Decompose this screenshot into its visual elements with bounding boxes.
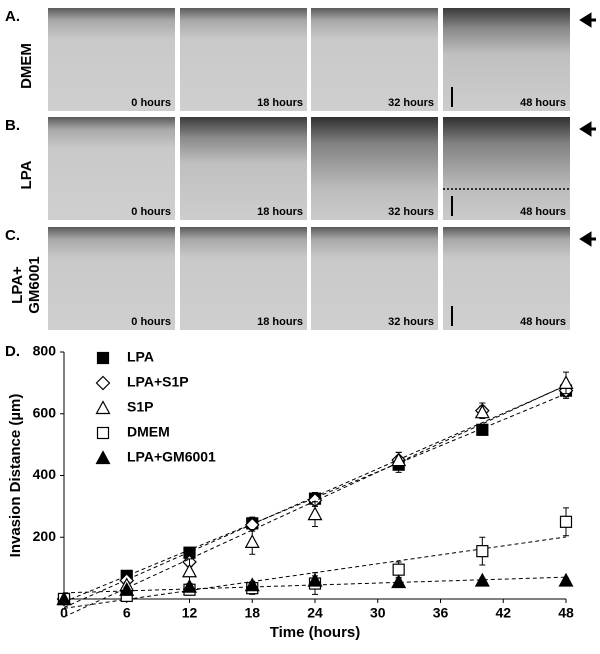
x-tick-label: 0	[60, 605, 68, 621]
micrograph	[311, 227, 438, 330]
marker	[307, 506, 323, 521]
time-label: 18 hours	[257, 97, 303, 109]
time-label: 32 hours	[388, 97, 434, 109]
x-tick-label: 18	[244, 605, 260, 621]
x-axis-title: Time (hours)	[270, 624, 361, 641]
marker	[244, 577, 260, 592]
trend-line	[63, 384, 567, 618]
time-label: 32 hours	[388, 206, 434, 218]
marker	[391, 452, 407, 467]
marker	[474, 404, 490, 419]
marker	[392, 563, 405, 576]
legend-label: S1P	[127, 399, 153, 415]
y-tick-label: 400	[33, 466, 57, 482]
marker	[391, 574, 407, 589]
condition-label: GM6001	[26, 256, 43, 314]
condition-label: LPA+	[9, 266, 26, 304]
legend-label: DMEM	[127, 424, 170, 440]
y-tick-label: 600	[33, 404, 57, 420]
micrograph	[311, 117, 438, 220]
legend-marker	[95, 375, 111, 391]
time-label: 32 hours	[388, 316, 434, 328]
micrograph	[180, 117, 307, 220]
micrograph	[48, 227, 175, 330]
marker	[56, 591, 72, 606]
marker	[307, 572, 323, 587]
marker	[476, 545, 489, 558]
micrograph	[443, 8, 570, 111]
arrow	[579, 121, 596, 137]
marker	[181, 578, 198, 593]
time-label: 48 hours	[520, 97, 566, 109]
micrograph	[311, 8, 438, 111]
x-tick-label: 24	[307, 605, 323, 621]
marker	[476, 423, 489, 436]
micrograph	[443, 117, 570, 220]
marker	[558, 375, 574, 389]
arrow	[579, 231, 596, 247]
x-tick-label: 42	[495, 605, 511, 621]
legend-label: LPA	[127, 349, 154, 365]
legend-label: LPA+GM6001	[127, 449, 216, 465]
legend-marker	[95, 450, 111, 465]
marker	[474, 572, 490, 587]
time-label: 48 hours	[520, 316, 566, 328]
photo-grid: A. DMEM 0 hours 18 hours 32 hours 48 hours B. L…	[5, 8, 596, 330]
panel-label: B.	[5, 117, 20, 134]
marker	[181, 563, 198, 578]
micrograph	[180, 8, 307, 111]
y-tick-label: 800	[33, 343, 57, 359]
panel-label: D.	[5, 343, 20, 360]
micrograph	[180, 227, 307, 330]
x-tick-label: 30	[370, 605, 386, 621]
x-tick-label: 6	[123, 605, 131, 621]
marker	[119, 581, 135, 596]
marker	[559, 515, 573, 528]
marker	[558, 572, 574, 587]
micrograph	[48, 8, 175, 111]
y-axis-title: Invasion Distance (µm)	[7, 394, 24, 558]
chart: D. 200 400 600 800 0 6 12 18 24 30 36 42 48 Time (hour…	[5, 343, 574, 641]
time-label: 48 hours	[520, 206, 566, 218]
x-tick-label: 36	[433, 605, 449, 621]
panel-label: C.	[5, 227, 20, 244]
condition-label: DMEM	[18, 43, 35, 89]
arrow	[579, 12, 596, 28]
y-tick-label: 200	[33, 528, 57, 544]
time-label: 18 hours	[257, 206, 303, 218]
time-label: 18 hours	[257, 316, 303, 328]
condition-label: LPA	[18, 160, 35, 189]
legend-marker	[95, 400, 111, 415]
panel-label: A.	[5, 8, 20, 25]
micrograph	[443, 227, 570, 330]
time-label: 0 hours	[131, 316, 171, 328]
x-tick-label: 48	[558, 605, 574, 621]
marker	[244, 534, 260, 548]
legend-marker	[96, 351, 110, 365]
x-tick-label: 12	[182, 605, 198, 621]
legend-label: LPA+S1P	[127, 374, 189, 390]
micrograph	[48, 117, 175, 220]
time-label: 0 hours	[131, 97, 171, 109]
legend-marker	[96, 426, 110, 440]
time-label: 0 hours	[131, 206, 171, 218]
